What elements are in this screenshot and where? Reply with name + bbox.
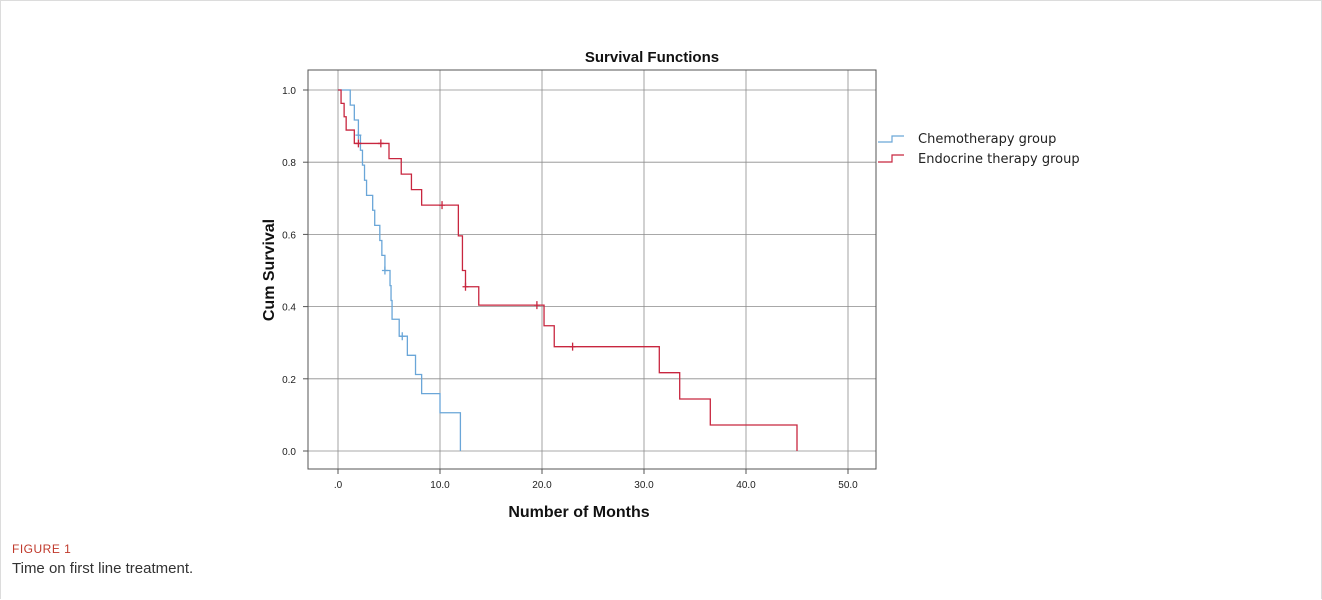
censor-mark-endocrine [377,139,384,148]
figure-label: FIGURE 1 [12,542,72,556]
censor-mark-chemotherapy [381,266,388,275]
censor-mark-endocrine [569,342,576,351]
censor-mark-chemotherapy [399,332,406,341]
legend-label-chemotherapy: Chemotherapy group [918,132,1056,147]
y-tick-label: 0.2 [282,375,296,386]
axis-layer [303,69,877,474]
y-tick-label: 0.6 [282,230,296,241]
y-axis-label: Cum Survival [261,219,278,321]
figure-area: .0 10.0 20.0 30.0 40.0 50.0 0.0 0.2 0.4 0.6 0.8 1.0… [261,49,1080,521]
legend-swatch-endocrine [878,154,904,163]
legend-swatch-chemotherapy [878,135,904,143]
legend-label-endocrine: Endocrine therapy group [918,152,1080,167]
censor-mark-chemotherapy [355,131,362,140]
x-axis-label: Number of Months [508,504,649,521]
chart-title: Survival Functions [585,49,719,66]
survival-curve-chemotherapy [338,89,462,451]
censor-mark-endocrine [533,301,540,310]
plot-frame [307,69,877,470]
x-tick-label: 10.0 [430,480,450,491]
y-tick-label: 0.8 [282,158,296,169]
x-tick-label: 50.0 [838,480,858,491]
series-layer [338,89,798,451]
x-tick-label: 20.0 [532,480,552,491]
censor-mark-endocrine [439,201,446,210]
censor-mark-endocrine [462,282,469,291]
survival-chart: .0 10.0 20.0 30.0 40.0 50.0 0.0 0.2 0.4 0.6 0.8 1.0… [261,49,1080,521]
grid-layer [308,70,876,469]
y-tick-label: 0.0 [282,447,296,458]
y-tick-label: 1.0 [282,86,296,97]
legend: Chemotherapy group Endocrine therapy gro… [878,132,1080,167]
y-tick-label: 0.4 [282,303,296,314]
x-tick-label: 30.0 [634,480,654,491]
legend-item-chemotherapy: Chemotherapy group [878,132,1056,147]
tick-label-layer: .0 10.0 20.0 30.0 40.0 50.0 0.0 0.2 0.4 0.6 0.8 1.0 [282,86,858,491]
x-tick-label: 40.0 [736,480,756,491]
survival-curve-endocrine [338,89,798,451]
x-tick-label: .0 [334,480,343,491]
legend-item-endocrine: Endocrine therapy group [878,152,1080,167]
censor-mark-endocrine [355,139,362,148]
figure-caption: Time on first line treatment. [12,560,194,577]
